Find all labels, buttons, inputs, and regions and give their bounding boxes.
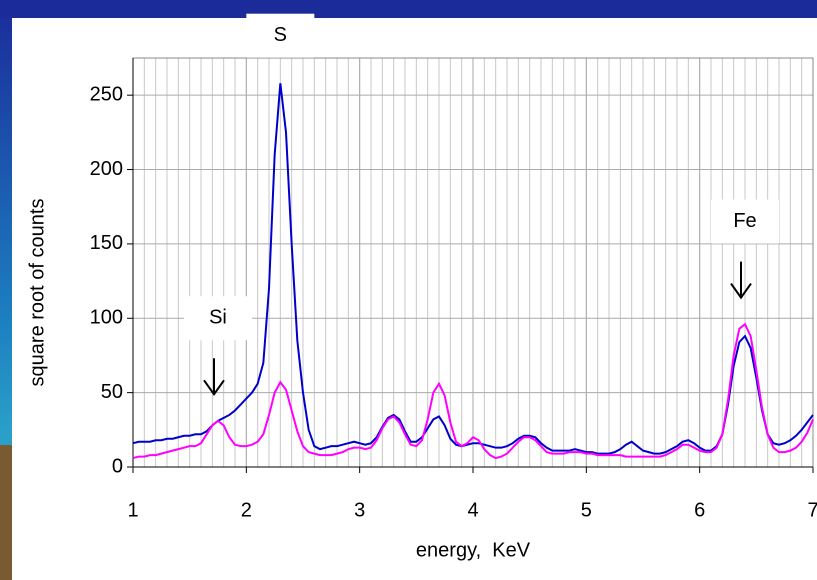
annotation-box [246,13,315,58]
x-tick-label: 6 [694,499,705,521]
annotation-arrow [730,261,752,300]
corner-image [0,445,12,580]
top-band [0,0,817,18]
y-tick-label: 250 [90,83,123,105]
y-tick-label: 50 [101,381,123,403]
x-axis-label: energy, KeV [416,539,531,561]
chart-background [12,18,817,580]
y-tick-label: 150 [90,232,123,254]
annotation: Fe [733,210,756,232]
annotation-arrow [203,358,225,396]
y-tick-label: 0 [112,455,123,477]
y-tick-label: 200 [90,158,123,180]
series-line [132,322,814,460]
annotation: S [274,24,287,46]
x-tick-label: 3 [354,499,365,521]
plot: 0 50 100 150 200 250 1 2 3 4 5 6 7 S Si Fe energy, KeV sq… [26,13,817,561]
x-tick-label: 2 [241,499,252,521]
annotation-box [711,199,779,244]
annotation-box [184,296,252,341]
x-tick-label: 4 [467,499,478,521]
y-axis-label: square root of counts [26,199,48,387]
x-tick-label: 1 [127,499,138,521]
series-line [132,83,814,455]
x-tick-label: 7 [807,499,817,521]
x-tick-label: 5 [581,499,592,521]
y-tick-label: 100 [90,307,123,329]
annotation: Si [209,307,227,329]
